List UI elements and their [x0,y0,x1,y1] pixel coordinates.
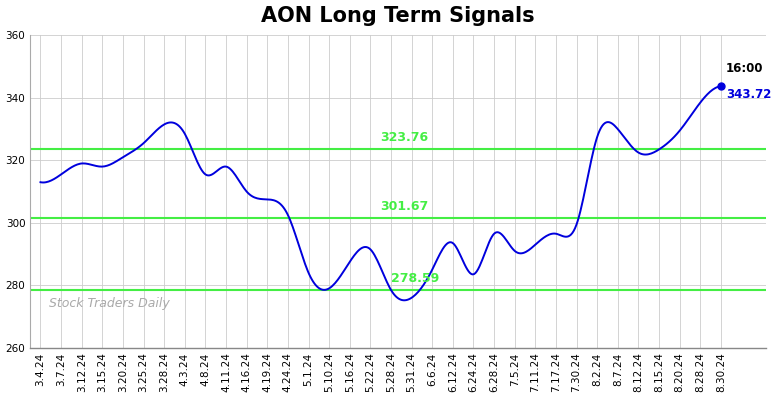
Text: 278.59: 278.59 [391,272,439,285]
Text: Stock Traders Daily: Stock Traders Daily [49,297,169,310]
Text: 301.67: 301.67 [381,200,429,213]
Text: 343.72: 343.72 [726,88,771,101]
Title: AON Long Term Signals: AON Long Term Signals [261,6,535,25]
Text: 16:00: 16:00 [726,62,764,75]
Text: 323.76: 323.76 [381,131,429,144]
